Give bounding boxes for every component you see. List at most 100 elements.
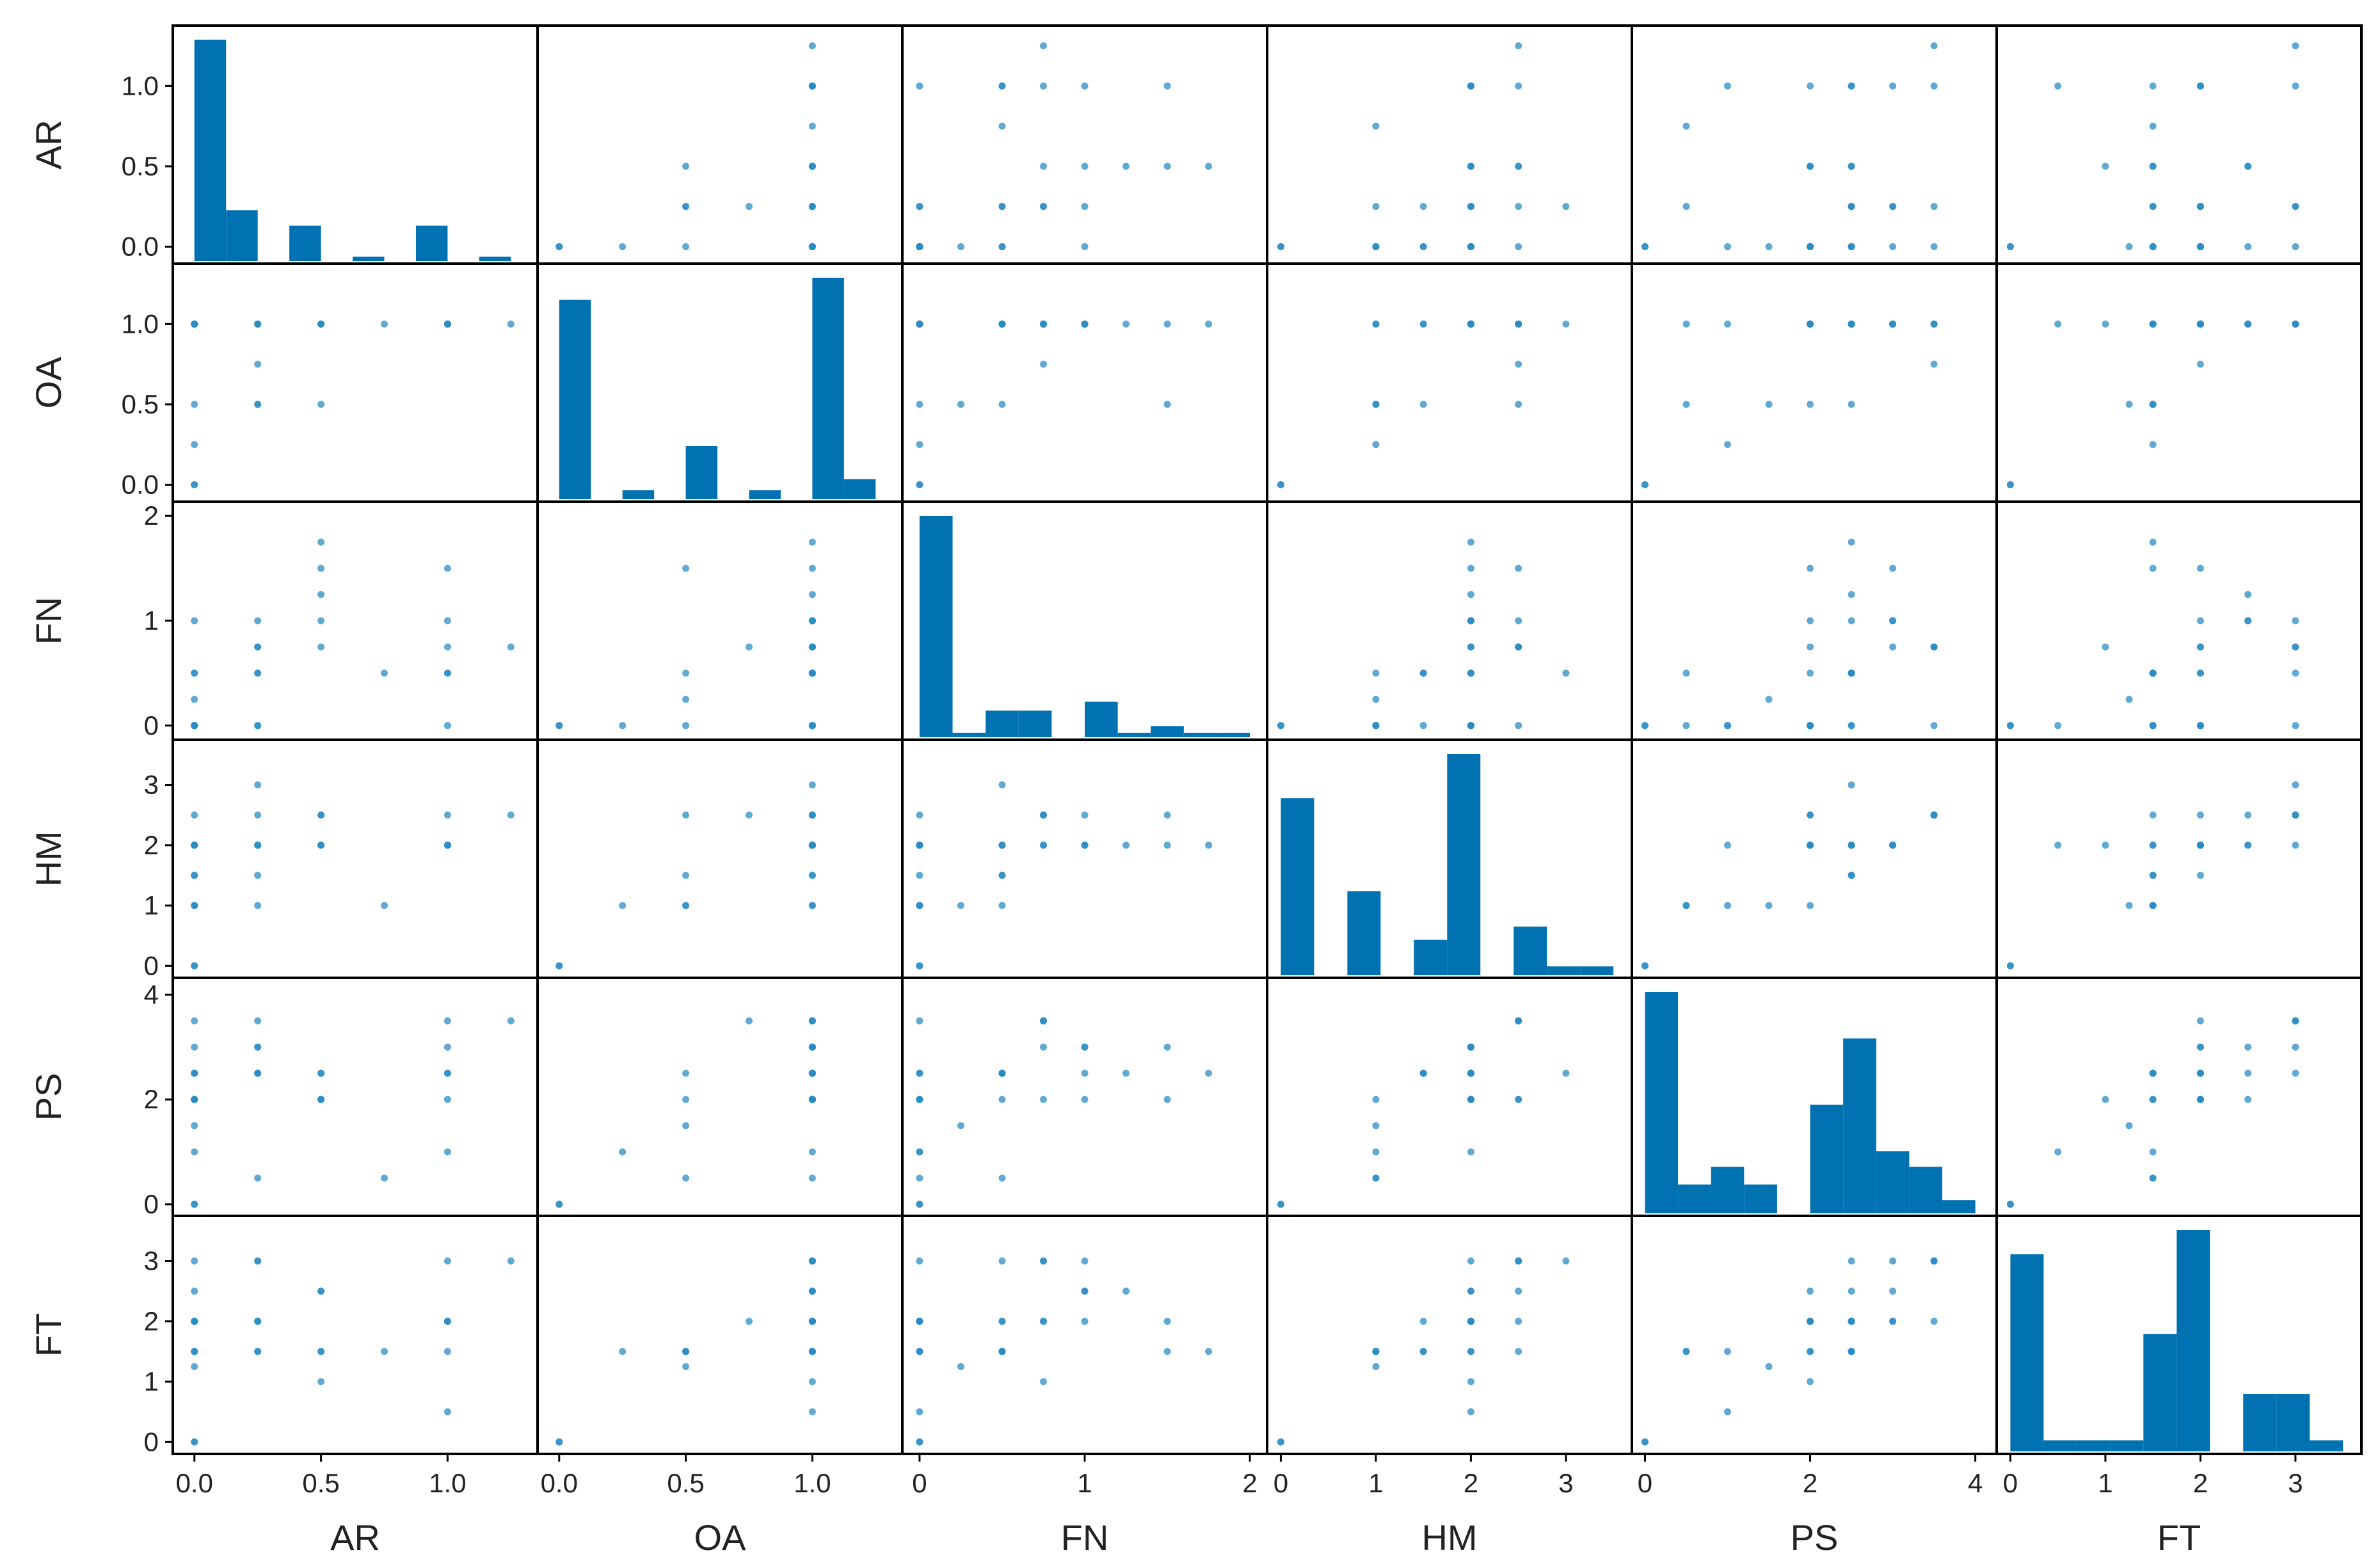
point-panel-ft-ar-31 bbox=[443, 1318, 451, 1325]
hist-bar-ar-9 bbox=[479, 257, 511, 261]
point-panel-ft-fn-21 bbox=[1122, 1288, 1130, 1295]
row-label-ps: PS bbox=[28, 1073, 68, 1121]
point-panel-ps-hm-9 bbox=[1372, 1096, 1380, 1103]
point-panel-ft-ps-22 bbox=[1807, 1348, 1814, 1355]
point-panel-fn-ft-29 bbox=[2054, 722, 2062, 730]
point-panel-ft-fn-25 bbox=[1081, 1288, 1089, 1295]
point-panel-fn-hm-10 bbox=[1419, 722, 1427, 730]
col-label-hm: HM bbox=[1421, 1517, 1477, 1558]
point-panel-oa-ps-16 bbox=[1848, 401, 1855, 408]
point-panel-oa-ar-8 bbox=[191, 481, 198, 488]
point-panel-oa-ft-22 bbox=[2149, 401, 2157, 408]
point-panel-ar-hm-5 bbox=[1515, 243, 1522, 250]
x-tick-label-oa-0: 0.0 bbox=[541, 1468, 578, 1498]
hist-bar-fn-3 bbox=[1018, 710, 1052, 737]
x-tick-label-hm-0: 0 bbox=[1274, 1468, 1288, 1498]
point-panel-ft-ps-26 bbox=[1682, 1348, 1690, 1355]
point-panel-ar-hm-16 bbox=[1419, 203, 1427, 211]
y-tick-label-ft-0: 0 bbox=[144, 1426, 159, 1456]
point-panel-fn-hm-29 bbox=[1467, 722, 1474, 730]
point-panel-ar-fn-26 bbox=[998, 122, 1006, 130]
point-panel-ft-oa-33 bbox=[808, 1257, 816, 1265]
point-panel-ft-ar-18 bbox=[254, 1257, 262, 1265]
point-panel-oa-hm-18 bbox=[1562, 320, 1570, 328]
point-panel-ft-hm-26 bbox=[1372, 1348, 1380, 1355]
point-panel-hm-fn-29 bbox=[916, 842, 923, 849]
point-panel-hm-fn-18 bbox=[998, 781, 1006, 789]
point-panel-fn-ar-22 bbox=[317, 564, 325, 572]
hist-bar-ft-9 bbox=[2310, 1440, 2344, 1451]
panel-ps-hm bbox=[1267, 978, 1632, 1216]
y-tick-label-ps-2: 4 bbox=[144, 979, 159, 1009]
point-panel-ar-ps-25 bbox=[1807, 163, 1814, 170]
hist-bar-ar-1 bbox=[226, 210, 258, 261]
point-panel-oa-ps-27 bbox=[1889, 320, 1897, 328]
point-panel-oa-ps-4 bbox=[1724, 441, 1731, 449]
point-panel-hm-ps-4 bbox=[1724, 902, 1731, 909]
point-panel-fn-ps-33 bbox=[1930, 643, 1938, 651]
point-panel-ps-ar-13 bbox=[191, 1096, 198, 1103]
point-panel-hm-ft-8 bbox=[2006, 962, 2014, 970]
point-panel-hm-ps-33 bbox=[1930, 811, 1938, 819]
point-panel-ps-ar-23 bbox=[317, 1069, 325, 1077]
point-panel-ps-ar-33 bbox=[507, 1017, 515, 1025]
point-panel-hm-fn-24 bbox=[1039, 842, 1047, 849]
point-panel-oa-ar-13 bbox=[191, 320, 198, 328]
point-panel-ar-fn-21 bbox=[1122, 163, 1130, 170]
point-panel-ps-oa-29 bbox=[808, 1148, 816, 1156]
point-panel-ar-ps-32 bbox=[1930, 82, 1938, 90]
point-panel-ps-hm-4 bbox=[1372, 1148, 1380, 1156]
point-panel-ps-hm-29 bbox=[1467, 1148, 1474, 1156]
point-panel-ar-ps-19 bbox=[1889, 203, 1897, 211]
y-tick-label-ft-2: 2 bbox=[144, 1306, 159, 1336]
point-panel-ps-fn-31 bbox=[998, 1096, 1006, 1103]
point-panel-fn-ps-5 bbox=[1930, 722, 1938, 730]
point-panel-ft-fn-20 bbox=[916, 1348, 923, 1355]
point-panel-fn-oa-16 bbox=[682, 669, 690, 677]
point-panel-ar-ft-29 bbox=[2054, 82, 2062, 90]
point-panel-ps-ft-14 bbox=[2292, 1043, 2299, 1051]
point-panel-ar-ft-25 bbox=[2244, 163, 2252, 170]
axes-layer: 0.00.51.0AR0.00.51.0OA012FN0123HM024PS01… bbox=[28, 70, 2303, 1558]
point-panel-oa-ft-15 bbox=[2196, 360, 2204, 368]
col-label-ft: FT bbox=[2157, 1517, 2201, 1558]
point-panel-fn-hm-20 bbox=[1372, 722, 1380, 730]
panel-ar-ft bbox=[1997, 26, 2361, 264]
point-panel-oa-ft-24 bbox=[2102, 320, 2109, 328]
y-tick-label-ar-0: 0.0 bbox=[122, 231, 159, 261]
point-panel-hm-ps-25 bbox=[1807, 811, 1814, 819]
point-panel-ft-ps-33 bbox=[1930, 1257, 1938, 1265]
x-tick-label-oa-2: 1.0 bbox=[794, 1468, 831, 1498]
point-panel-fn-oa-29 bbox=[808, 722, 816, 730]
hist-bar-oa-8 bbox=[812, 278, 844, 499]
point-panel-hm-ft-26 bbox=[2149, 902, 2157, 909]
point-panel-ps-fn-17 bbox=[916, 1069, 923, 1077]
point-panel-ar-oa-4 bbox=[619, 243, 627, 250]
point-panel-ar-ft-32 bbox=[2292, 82, 2299, 90]
point-panel-fn-ps-20 bbox=[1682, 722, 1690, 730]
hist-bar-ps-9 bbox=[1942, 1200, 1976, 1213]
panel-ar-hm bbox=[1267, 26, 1632, 264]
point-panel-ps-hm-18 bbox=[1562, 1069, 1570, 1077]
point-panel-ft-hm-14 bbox=[1467, 1257, 1474, 1265]
point-panel-hm-ar-16 bbox=[254, 872, 262, 879]
point-panel-ft-fn-5 bbox=[916, 1257, 923, 1265]
point-panel-ft-oa-25 bbox=[808, 1288, 816, 1295]
point-panel-ps-fn-29 bbox=[916, 1148, 923, 1156]
x-tick-label-oa-1: 0.5 bbox=[667, 1468, 704, 1498]
panel-ps-ft bbox=[1997, 978, 2361, 1216]
point-panel-ft-fn-17 bbox=[916, 1318, 923, 1325]
point-panel-hm-fn-16 bbox=[998, 872, 1006, 879]
point-panel-ft-ps-3 bbox=[1765, 1362, 1773, 1370]
point-panel-ps-ft-3 bbox=[2125, 1122, 2133, 1129]
point-panel-ar-hm-25 bbox=[1515, 163, 1522, 170]
hist-bar-ft-5 bbox=[2176, 1230, 2210, 1451]
point-panel-hm-oa-31 bbox=[808, 842, 816, 849]
point-panel-ps-ar-18 bbox=[254, 1069, 262, 1077]
point-panel-oa-fn-3 bbox=[957, 401, 964, 408]
point-panel-ar-ft-6 bbox=[2244, 243, 2252, 250]
hist-bar-fn-9 bbox=[1217, 733, 1250, 737]
point-panel-hm-ft-3 bbox=[2125, 902, 2133, 909]
point-panel-ft-fn-23 bbox=[1205, 1348, 1213, 1355]
point-panel-oa-ps-30 bbox=[1848, 320, 1855, 328]
